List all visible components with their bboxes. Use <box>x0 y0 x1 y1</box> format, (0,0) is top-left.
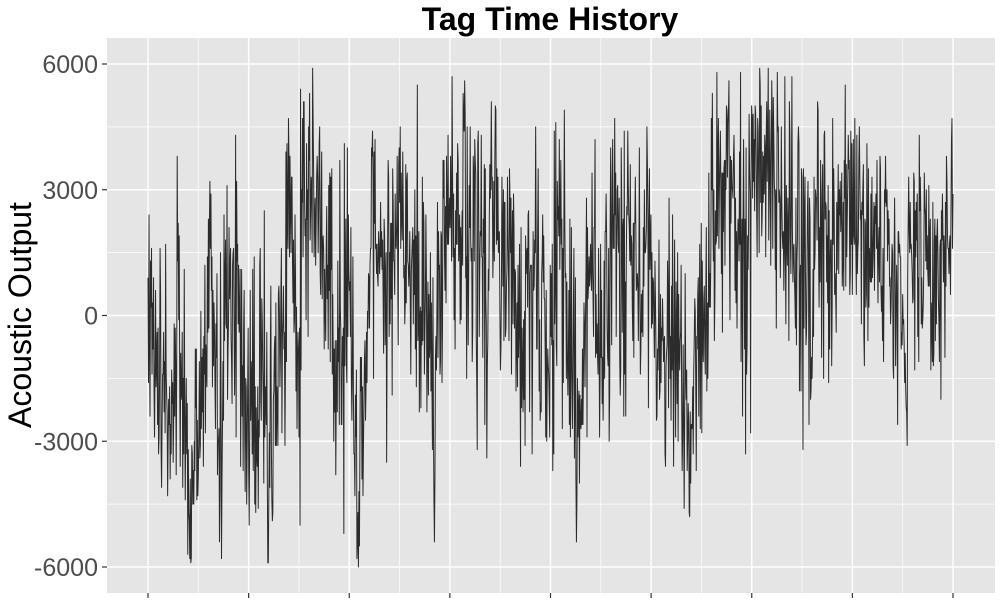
major-gridlines <box>107 38 995 593</box>
y-axis: 6000 3000 0 -3000 -6000 <box>34 51 107 582</box>
y-tick-label: 0 <box>84 303 98 331</box>
series-line-0 <box>147 67 954 568</box>
series-layer <box>147 67 954 568</box>
y-tick-label: 6000 <box>42 51 98 79</box>
chart-title: Tag Time History <box>421 1 679 37</box>
y-tick-label: -3000 <box>34 428 98 456</box>
y-tick-label: -6000 <box>34 554 98 582</box>
x-axis <box>147 593 954 598</box>
y-tick-label: 3000 <box>42 177 98 205</box>
